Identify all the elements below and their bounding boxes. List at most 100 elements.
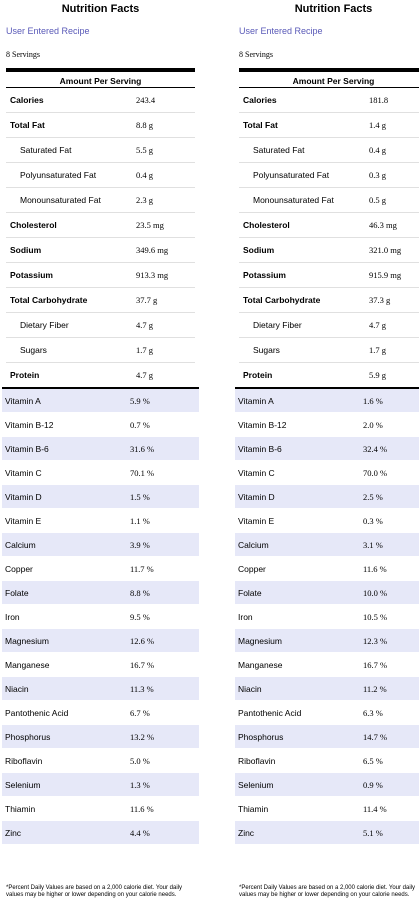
nutrient-label: Cholesterol bbox=[10, 220, 57, 230]
nutrient-row: Sodium 349.6 mg bbox=[6, 238, 195, 263]
vitamin-label: Iron bbox=[238, 612, 253, 622]
nutrient-value: 46.3 mg bbox=[369, 220, 397, 230]
nutrient-value: 5.5 g bbox=[136, 145, 153, 155]
amount-per-serving-header: Amount Per Serving bbox=[239, 68, 419, 88]
nutrient-label: Saturated Fat bbox=[253, 145, 305, 155]
vitamin-label: Vitamin D bbox=[5, 492, 42, 502]
nutrient-value: 1.4 g bbox=[369, 120, 386, 130]
vitamin-value: 16.7 % bbox=[130, 660, 155, 670]
nutrient-label: Protein bbox=[243, 370, 273, 380]
nutrient-row: Monounsaturated Fat 0.5 g bbox=[239, 188, 419, 213]
nutrient-value: 0.4 g bbox=[369, 145, 386, 155]
vitamin-row: Vitamin A 5.9 % bbox=[2, 389, 199, 413]
amount-per-serving-header: Amount Per Serving bbox=[6, 68, 195, 88]
nutrient-value: 349.6 mg bbox=[136, 245, 169, 255]
vitamin-label: Thiamin bbox=[5, 804, 36, 814]
vitamin-row: Vitamin D 1.5 % bbox=[2, 485, 199, 509]
vitamin-row: Thiamin 11.6 % bbox=[2, 797, 199, 821]
nutrient-row: Total Fat 1.4 g bbox=[239, 113, 419, 138]
vitamin-label: Folate bbox=[238, 588, 262, 598]
vitamin-row: Riboflavin 5.0 % bbox=[2, 749, 199, 773]
footnote: *Percent Daily Values are based on a 2,0… bbox=[6, 885, 183, 898]
nutrient-value: 1.7 g bbox=[369, 345, 386, 355]
nutrient-label: Potassium bbox=[243, 270, 286, 280]
vitamin-value: 11.4 % bbox=[363, 804, 387, 814]
panel-title: Nutrition Facts bbox=[61, 3, 140, 15]
section-divider bbox=[235, 387, 419, 389]
section-divider bbox=[2, 387, 199, 389]
nutrient-label: Calories bbox=[10, 95, 44, 105]
vitamin-list: Vitamin A 1.6 % Vitamin B-12 2.0 % Vitamin B… bbox=[235, 389, 419, 845]
vitamin-row: Magnesium 12.3 % bbox=[235, 629, 419, 653]
vitamin-label: Vitamin A bbox=[5, 396, 41, 406]
vitamin-row: Zinc 5.1 % bbox=[235, 821, 419, 845]
nutrition-panel-right: Nutrition Facts User Entered Recipe 8 Se… bbox=[235, 0, 419, 898]
nutrient-value: 0.4 g bbox=[136, 170, 153, 180]
nutrient-row: Cholesterol 46.3 mg bbox=[239, 213, 419, 238]
vitamin-row: Magnesium 12.6 % bbox=[2, 629, 199, 653]
vitamin-label: Vitamin B-12 bbox=[238, 420, 287, 430]
vitamin-value: 11.6 % bbox=[130, 804, 154, 814]
vitamin-value: 12.3 % bbox=[363, 636, 388, 646]
vitamin-label: Vitamin E bbox=[238, 516, 275, 526]
vitamin-label: Vitamin B-6 bbox=[5, 444, 49, 454]
vitamin-value: 0.9 % bbox=[363, 780, 383, 790]
vitamin-value: 8.8 % bbox=[130, 588, 150, 598]
vitamin-row: Iron 9.5 % bbox=[2, 605, 199, 629]
vitamin-label: Zinc bbox=[5, 828, 22, 838]
nutrient-label: Protein bbox=[10, 370, 40, 380]
nutrient-row: Polyunsaturated Fat 0.4 g bbox=[6, 163, 195, 188]
vitamin-row: Vitamin B-12 2.0 % bbox=[235, 413, 419, 437]
vitamin-value: 31.6 % bbox=[130, 444, 155, 454]
vitamin-row: Zinc 4.4 % bbox=[2, 821, 199, 845]
nutrient-value: 915.9 mg bbox=[369, 270, 402, 280]
nutrient-value: 5.9 g bbox=[369, 370, 386, 380]
nutrient-row: Protein 5.9 g bbox=[239, 363, 419, 387]
panel-title: Nutrition Facts bbox=[294, 3, 373, 15]
nutrient-label: Sodium bbox=[10, 245, 42, 255]
vitamin-value: 32.4 % bbox=[363, 444, 388, 454]
vitamin-row: Vitamin A 1.6 % bbox=[235, 389, 419, 413]
nutrient-label: Total Carbohydrate bbox=[10, 295, 88, 305]
vitamin-row: Vitamin D 2.5 % bbox=[235, 485, 419, 509]
vitamin-label: Vitamin C bbox=[238, 468, 275, 478]
nutrient-label: Dietary Fiber bbox=[253, 320, 302, 330]
vitamin-row: Niacin 11.2 % bbox=[235, 677, 419, 701]
vitamin-row: Vitamin B-6 31.6 % bbox=[2, 437, 199, 461]
vitamin-value: 6.7 % bbox=[130, 708, 150, 718]
nutrient-value: 4.7 g bbox=[369, 320, 386, 330]
nutrient-label: Calories bbox=[243, 95, 277, 105]
nutrient-row: Protein 4.7 g bbox=[6, 363, 195, 387]
vitamin-list: Vitamin A 5.9 % Vitamin B-12 0.7 % Vitamin B… bbox=[2, 389, 199, 845]
vitamin-label: Magnesium bbox=[238, 636, 282, 646]
vitamin-value: 3.1 % bbox=[363, 540, 383, 550]
vitamin-value: 70.0 % bbox=[363, 468, 388, 478]
vitamin-row: Vitamin E 1.1 % bbox=[2, 509, 199, 533]
nutrient-row: Polyunsaturated Fat 0.3 g bbox=[239, 163, 419, 188]
footnote: *Percent Daily Values are based on a 2,0… bbox=[239, 885, 416, 898]
vitamin-row: Copper 11.7 % bbox=[2, 557, 199, 581]
vitamin-value: 1.3 % bbox=[130, 780, 150, 790]
nutrient-value: 37.3 g bbox=[369, 295, 391, 305]
nutrient-label: Polyunsaturated Fat bbox=[253, 170, 330, 180]
vitamin-value: 0.7 % bbox=[130, 420, 150, 430]
vitamin-label: Calcium bbox=[5, 540, 36, 550]
vitamin-row: Vitamin E 0.3 % bbox=[235, 509, 419, 533]
vitamin-value: 13.2 % bbox=[130, 732, 155, 742]
servings-label: 8 Servings bbox=[239, 50, 273, 59]
vitamin-value: 70.1 % bbox=[130, 468, 155, 478]
nutrient-row: Monounsaturated Fat 2.3 g bbox=[6, 188, 195, 213]
nutrient-row: Dietary Fiber 4.7 g bbox=[6, 313, 195, 338]
vitamin-value: 5.1 % bbox=[363, 828, 383, 838]
vitamin-label: Zinc bbox=[238, 828, 255, 838]
nutrient-value: 4.7 g bbox=[136, 370, 153, 380]
nutrient-value: 181.8 bbox=[369, 95, 389, 105]
vitamin-row: Iron 10.5 % bbox=[235, 605, 419, 629]
vitamin-label: Vitamin B-12 bbox=[5, 420, 54, 430]
vitamin-label: Copper bbox=[5, 564, 33, 574]
vitamin-label: Manganese bbox=[5, 660, 50, 670]
vitamin-label: Niacin bbox=[238, 684, 262, 694]
nutrient-row: Sodium 321.0 mg bbox=[239, 238, 419, 263]
vitamin-label: Thiamin bbox=[238, 804, 269, 814]
nutrient-row: Dietary Fiber 4.7 g bbox=[239, 313, 419, 338]
